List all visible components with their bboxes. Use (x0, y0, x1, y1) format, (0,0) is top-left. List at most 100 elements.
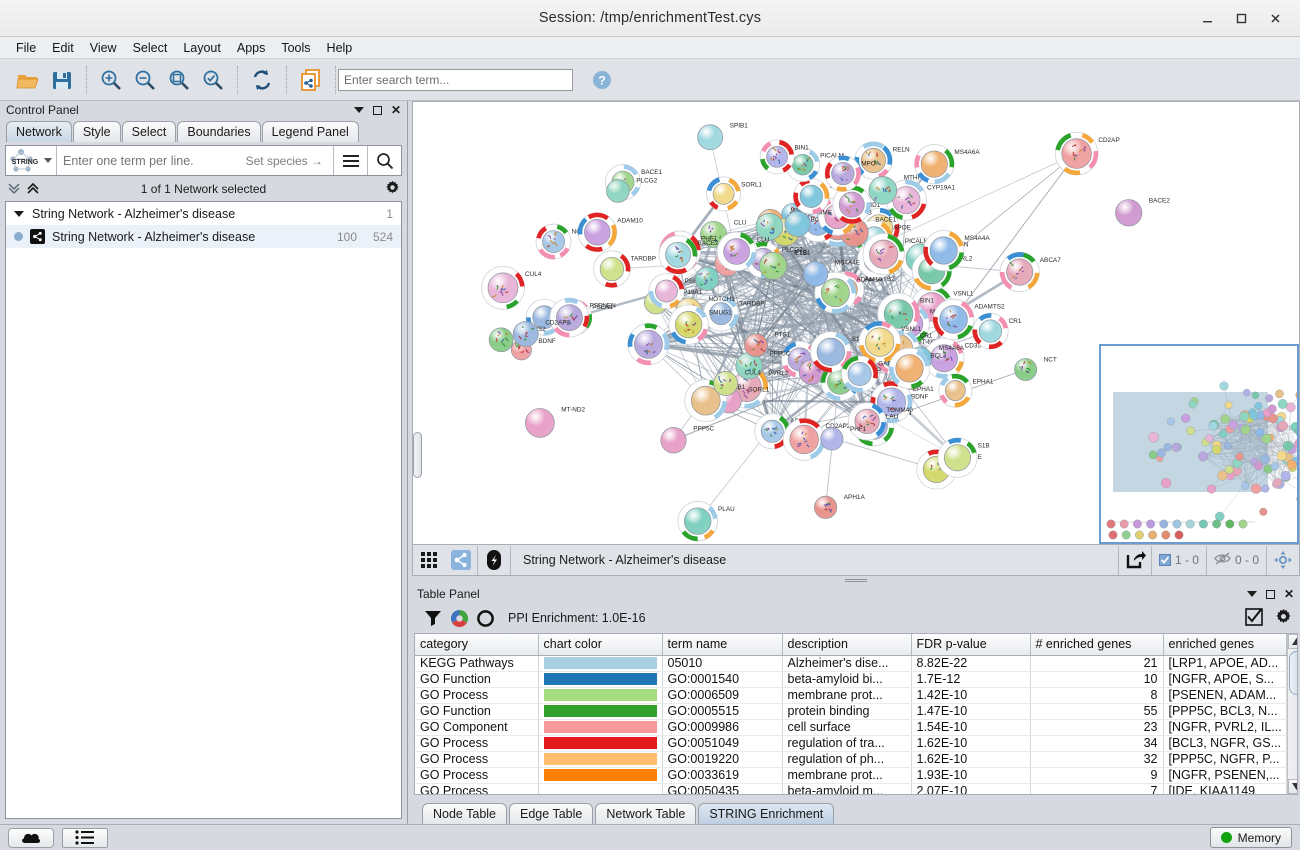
column-header-description[interactable]: description (782, 634, 912, 656)
zoom-fit-icon[interactable] (164, 65, 194, 95)
table-row[interactable]: GO Process GO:0033619 membrane prot... 1.93… (415, 767, 1287, 784)
tab-network[interactable]: Network (6, 121, 72, 142)
column-header-category[interactable]: category (415, 634, 539, 656)
network-node[interactable]: MT-ND2 (525, 407, 586, 438)
network-node[interactable]: PTS1 (744, 332, 791, 357)
maximize-icon[interactable] (1232, 10, 1250, 28)
pan-icon[interactable] (1267, 546, 1299, 575)
tab-boundaries[interactable]: Boundaries (177, 121, 261, 142)
scroll-down-icon[interactable] (1287, 779, 1297, 794)
network-node[interactable]: SMUG1 (668, 304, 732, 345)
tab-node-table[interactable]: Node Table (422, 803, 508, 824)
column-header-fdr[interactable]: FDR p-value (911, 634, 1031, 656)
panel-dropdown-icon[interactable] (353, 107, 364, 113)
network-view[interactable]: MT-ND2MT-ND1VSNL1GAB2PTS1IL1BCLUMMEBCL3A… (412, 101, 1300, 545)
help-icon[interactable]: ? (587, 65, 617, 95)
network-node[interactable]: TARDBP (593, 250, 656, 288)
tab-edge-table[interactable]: Edge Table (509, 803, 594, 824)
network-node[interactable]: CD33 (793, 178, 847, 215)
network-node[interactable]: PICALM (862, 233, 929, 276)
minimize-icon[interactable] (1198, 10, 1216, 28)
network-node[interactable]: MTHFD1L (868, 175, 934, 205)
network-node[interactable]: CUL4 (713, 369, 762, 396)
network-node[interactable]: BIN1 (759, 139, 809, 175)
network-node[interactable]: CD2AP (1054, 131, 1120, 176)
list-icon[interactable] (62, 827, 108, 848)
network-node[interactable]: CR1 (972, 312, 1022, 350)
string-species-caret-icon[interactable] (44, 158, 52, 163)
share-network-icon[interactable] (445, 546, 477, 575)
network-node[interactable]: NOTCH1 (535, 223, 598, 260)
network-node[interactable]: BCL3 (888, 347, 947, 390)
network-node[interactable]: ADAM10 (814, 271, 883, 314)
network-node[interactable]: MTHFD1L (627, 323, 699, 366)
network-node[interactable]: MPO (824, 155, 876, 192)
network-node[interactable]: BACE2 (658, 235, 719, 275)
table-row[interactable]: GO Function GO:0001540 beta-amyloid bi... 1… (415, 671, 1287, 688)
search-input[interactable] (338, 68, 573, 91)
column-header-enriched-count[interactable]: # enriched genes (1030, 634, 1164, 656)
network-graph-canvas[interactable]: MT-ND2MT-ND1VSNL1GAB2PTS1IL1BCLUMMEBCL3A… (413, 102, 1299, 544)
zoom-out-icon[interactable] (130, 65, 160, 95)
donut-ring-icon[interactable] (472, 605, 498, 631)
network-node[interactable]: ADAM10 (577, 212, 643, 252)
network-node[interactable]: MS4A6A (914, 144, 981, 185)
magnifier-icon[interactable] (368, 146, 401, 175)
table-close-icon[interactable]: ✕ (1283, 586, 1294, 601)
network-vertical-scrollbar[interactable] (413, 432, 424, 482)
network-node[interactable]: PPP5C (660, 426, 715, 454)
menu-edit[interactable]: Edit (52, 40, 74, 55)
table-row[interactable]: GO Process GO:0050435 beta-amyloid m... 2.0… (415, 783, 1287, 794)
network-node[interactable]: PLAU (677, 500, 735, 542)
color-wheel-icon[interactable] (446, 605, 472, 631)
network-node[interactable]: NCT (1014, 357, 1057, 381)
expand-triangle-icon[interactable] (14, 210, 24, 217)
network-node[interactable]: CD2AP2 (512, 320, 571, 347)
column-header-enriched-genes[interactable]: enriched genes (1163, 634, 1287, 656)
tab-network-table[interactable]: Network Table (595, 803, 697, 824)
table-dropdown-icon[interactable] (1246, 591, 1257, 597)
network-overview-panel[interactable] (1099, 344, 1299, 544)
network-node[interactable]: PPP5C (735, 350, 791, 380)
panel-splitter[interactable] (412, 576, 1300, 585)
zoom-in-icon[interactable] (96, 65, 126, 95)
table-vertical-scrollbar[interactable] (1286, 634, 1297, 794)
network-node[interactable]: ABCA7 (999, 252, 1061, 293)
tab-style[interactable]: Style (72, 121, 121, 142)
network-node[interactable]: TOMM40 (847, 402, 913, 441)
network-node[interactable]: APH1A (814, 494, 865, 519)
network-node[interactable]: PSEN1 (648, 273, 706, 310)
tab-string-enrichment[interactable]: STRING Enrichment (698, 803, 835, 824)
panel-close-icon[interactable]: ✕ (390, 102, 401, 117)
menu-tools[interactable]: Tools (281, 40, 311, 55)
gear-icon[interactable] (1275, 608, 1292, 628)
open-session-icon[interactable] (13, 65, 43, 95)
filter-icon[interactable] (420, 605, 446, 631)
chevrons-down-icon[interactable] (7, 181, 21, 198)
network-node[interactable]: PICALM (785, 147, 844, 182)
export-image-icon[interactable] (1119, 546, 1151, 575)
network-node[interactable]: BACE2 (1115, 198, 1171, 227)
zoom-selected-icon[interactable] (198, 65, 228, 95)
annotation-icon[interactable] (478, 546, 510, 575)
scroll-up-icon[interactable] (1287, 634, 1297, 649)
menu-file[interactable]: File (16, 40, 37, 55)
network-node[interactable]: MS4A4A (923, 229, 991, 272)
new-network-icon[interactable] (296, 65, 326, 95)
tab-legend-panel[interactable]: Legend Panel (261, 121, 359, 142)
table-row[interactable]: GO Process GO:0006509 membrane prot... 1.42… (415, 687, 1287, 704)
cloud-icon[interactable] (8, 827, 54, 848)
grid-layout-icon[interactable] (413, 546, 445, 575)
scrollbar-thumb[interactable] (1288, 651, 1297, 695)
network-node[interactable]: CLU (716, 231, 770, 272)
menu-view[interactable]: View (89, 40, 117, 55)
network-node[interactable]: VSNL1 (858, 320, 922, 364)
table-row[interactable]: GO Component GO:0009986 cell surface 1.54E-… (415, 719, 1287, 736)
memory-button[interactable]: Memory (1209, 827, 1292, 848)
panel-float-icon[interactable] (372, 105, 382, 115)
menu-select[interactable]: Select (132, 40, 168, 55)
enrichment-table-container[interactable]: category chart color term name descripti… (414, 633, 1298, 795)
column-header-term-name[interactable]: term name (662, 634, 783, 656)
menu-layout[interactable]: Layout (183, 40, 221, 55)
network-node[interactable]: PHF1 (820, 426, 867, 451)
